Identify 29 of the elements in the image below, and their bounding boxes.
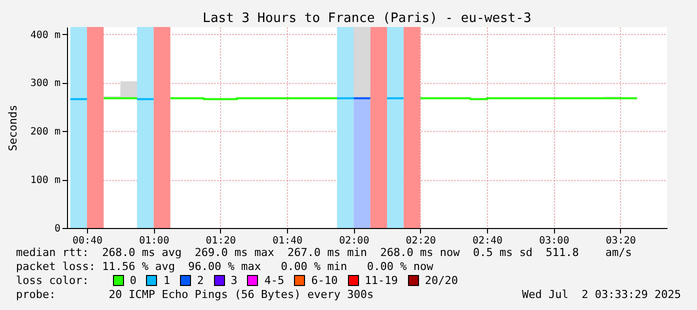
- x-tick-label: 01:40: [272, 236, 303, 246]
- y-tick-label: 400 m: [30, 30, 60, 41]
- y-tick-label: 300 m: [30, 78, 60, 90]
- text: median rtt: 268.0 ms avg 269.0 ms max 267.0 ms min 268.0 ms now 0.5 ms sd 511.8 am/s: [16, 246, 632, 259]
- legend-title: loss color:: [16, 274, 89, 287]
- legend-label: 3: [230, 274, 238, 287]
- y-tick-label: 100 m: [30, 175, 60, 186]
- legend-label: 0: [130, 274, 136, 287]
- x-tick-label: 00:40: [72, 236, 103, 246]
- text: Wed Jul 2 03:33:29 2025: [522, 288, 681, 301]
- legend-label: 6-10: [311, 274, 338, 287]
- text: probe: 20 ICMP Echo Pings (56 Bytes) every 300s: [16, 288, 374, 301]
- y-tick-label: 200 m: [30, 126, 60, 138]
- x-tick-label: 01:20: [206, 236, 236, 246]
- legend-label: 11-19: [364, 274, 398, 287]
- y-tick-label: 0: [54, 224, 60, 234]
- x-tick-label: 02:00: [339, 236, 370, 246]
- x-tick-label: 02:40: [472, 236, 503, 246]
- legend-label: 20/20: [424, 274, 458, 287]
- text: packet loss: 11.56 % avg 96.00 % max 0.00 % min 0.00 % now: [16, 260, 434, 273]
- legend-label: 4-5: [264, 274, 284, 287]
- x-tick-label: 03:00: [539, 236, 570, 246]
- chart-title: Last 3 Hours to France (Paris) - eu-west-3: [202, 11, 532, 26]
- legend-label: 2: [197, 274, 204, 287]
- y-axis-title: Seconds: [6, 104, 20, 152]
- x-tick-label: 03:20: [606, 236, 636, 246]
- x-tick-label: 01:00: [139, 236, 170, 246]
- legend-label: 1: [163, 274, 170, 287]
- x-tick-label: 02:20: [406, 236, 436, 246]
